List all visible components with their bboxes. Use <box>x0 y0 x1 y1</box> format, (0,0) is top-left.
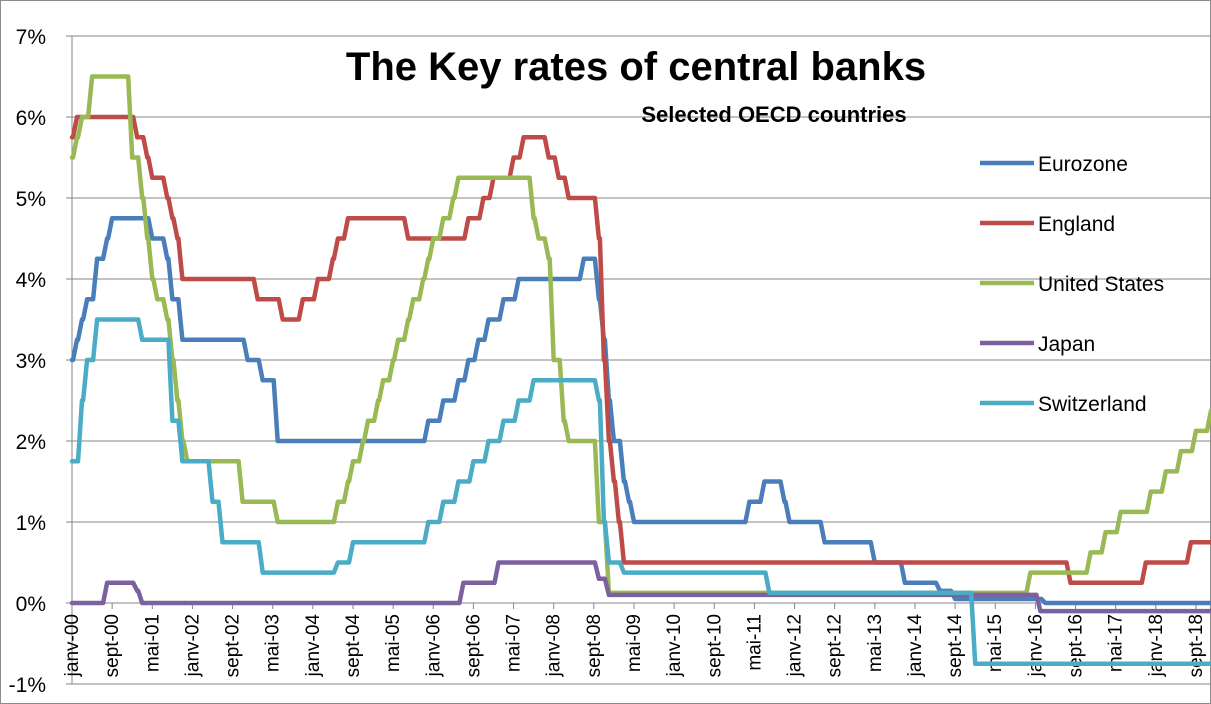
x-tick-label: mai-17 <box>1106 614 1127 672</box>
y-tick-label: 0% <box>16 593 46 616</box>
gridlines <box>72 35 1211 685</box>
x-tick-label: sept-10 <box>704 614 725 677</box>
x-tick-label: sept-16 <box>1066 614 1087 677</box>
x-tick-label: mai-15 <box>985 614 1006 672</box>
x-tick-label: janv-02 <box>182 614 203 677</box>
x-tick-label: janv-14 <box>905 614 926 678</box>
y-tick-label: 4% <box>16 269 46 292</box>
x-tick-label: sept-00 <box>102 614 123 677</box>
x-tick-label: mai-11 <box>744 614 765 671</box>
series-line-england <box>69 114 1211 586</box>
x-tick-label: janv-08 <box>544 614 565 677</box>
x-tick-label: sept-06 <box>463 614 484 677</box>
y-tick-label: 6% <box>16 107 46 130</box>
series-lines <box>69 74 1211 667</box>
x-tick-label: janv-18 <box>1146 614 1167 677</box>
x-tick-label: sept-08 <box>584 614 605 677</box>
x-tick-label: janv-06 <box>423 614 444 677</box>
legend-label: Eurozone <box>1038 153 1128 176</box>
y-tick-label: 3% <box>16 350 46 373</box>
y-tick-label: 2% <box>16 431 46 454</box>
x-tick-label: sept-02 <box>223 614 244 677</box>
y-axis-ticks: -1% 0% 1% 2% 3% 4% 5% 6% 7% <box>9 26 72 697</box>
legend: Eurozone England United States Japan Switzer… <box>980 153 1164 416</box>
series-line-japan <box>69 560 1211 614</box>
y-tick-label: 7% <box>16 26 46 49</box>
legend-label: England <box>1038 213 1115 236</box>
x-tick-label: sept-14 <box>945 614 966 678</box>
y-tick-label: -1% <box>9 674 46 697</box>
x-tick-label: sept-04 <box>343 614 364 678</box>
x-tick-label: janv-12 <box>785 614 806 677</box>
x-tick-label: mai-05 <box>383 614 404 672</box>
x-tick-label: mai-09 <box>624 614 645 672</box>
x-tick-label: mai-01 <box>142 614 163 672</box>
x-tick-label: janv-10 <box>664 614 685 677</box>
x-tick-label: janv-04 <box>303 614 324 678</box>
chart-subtitle: Selected OECD countries <box>641 102 906 127</box>
x-tick-label: mai-07 <box>504 614 525 672</box>
x-tick-label: sept-18 <box>1186 614 1207 677</box>
x-tick-label: janv-16 <box>1025 614 1046 677</box>
chart-title: The Key rates of central banks <box>346 45 926 89</box>
legend-label: Switzerland <box>1038 393 1147 416</box>
legend-label: United States <box>1038 273 1164 296</box>
series-line-switzerland <box>69 317 1211 667</box>
y-tick-label: 5% <box>16 188 46 211</box>
x-tick-label: mai-13 <box>865 614 886 672</box>
series-line-united-states <box>69 74 1211 596</box>
y-tick-label: 1% <box>16 512 46 535</box>
x-tick-label: mai-03 <box>263 614 284 672</box>
x-axis-ticks: janv-00 sept-00 mai-01 janv-02 sept-02 mai-03… <box>62 603 1207 677</box>
x-tick-label: sept-12 <box>825 614 846 677</box>
legend-label: Japan <box>1038 333 1095 356</box>
x-tick-label: janv-00 <box>62 614 83 677</box>
